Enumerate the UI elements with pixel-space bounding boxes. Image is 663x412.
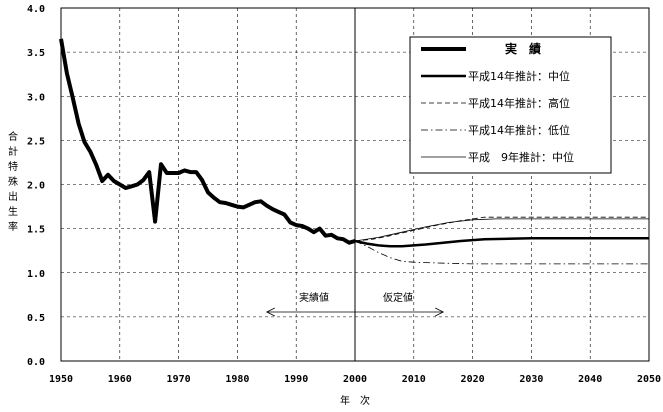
legend-label: 平成 9年推計：中位 xyxy=(468,150,574,164)
x-tick-label: 2030 xyxy=(519,374,543,385)
x-tick-label: 1960 xyxy=(108,374,132,385)
x-tick-label: 1980 xyxy=(225,374,249,385)
series-line xyxy=(354,240,649,265)
y-tick-label: 2.0 xyxy=(27,181,45,192)
series-line xyxy=(354,216,649,242)
y-tick-label: 1.0 xyxy=(27,269,45,280)
x-tick-label: 1990 xyxy=(284,374,308,385)
x-tick-labels: 1950 1960 1970 1980 1990 2000 2010 2020 2030 2040… xyxy=(49,374,661,385)
y-tick-label: 0.5 xyxy=(27,313,45,324)
y-tick-label: 2.5 xyxy=(27,136,45,147)
legend-label: 平成14年推計：低位 xyxy=(468,123,570,137)
y-axis-label: 合計特殊出生率 xyxy=(8,130,18,233)
annotation: 実績値 仮定値 xyxy=(265,291,445,317)
x-tick-label: 2000 xyxy=(343,374,367,385)
annotation-arrow-left xyxy=(265,307,275,317)
annotation-arrow-right xyxy=(435,307,445,317)
y-tick-label: 1.5 xyxy=(27,225,45,236)
series-line xyxy=(354,218,649,242)
x-axis-label: 年 次 xyxy=(340,394,370,407)
annotation-assumed-label: 仮定値 xyxy=(383,291,413,304)
y-tick-label: 3.5 xyxy=(27,48,45,59)
x-tick-label: 2040 xyxy=(578,374,602,385)
y-tick-labels: 0.0 0.5 1.0 1.5 2.0 2.5 3.0 3.5 4.0 xyxy=(27,4,45,368)
y-tick-label: 0.0 xyxy=(27,357,45,368)
legend-label: 平成14年推計：高位 xyxy=(468,96,570,110)
legend-label: 実 績 xyxy=(505,41,541,56)
series-line xyxy=(354,237,649,248)
legend-label: 平成14年推計：中位 xyxy=(468,69,570,83)
x-tick-label: 1950 xyxy=(49,374,73,385)
x-tick-label: 2050 xyxy=(637,374,661,385)
legend-box xyxy=(409,36,612,174)
x-tick-label: 1970 xyxy=(167,374,191,385)
series-line xyxy=(59,38,356,245)
x-tick-label: 2020 xyxy=(461,374,485,385)
annotation-actual-label: 実績値 xyxy=(299,291,329,304)
y-tick-label: 3.0 xyxy=(27,92,45,103)
series-lines xyxy=(59,38,649,265)
x-tick-label: 2010 xyxy=(402,374,426,385)
y-tick-label: 4.0 xyxy=(27,4,45,15)
